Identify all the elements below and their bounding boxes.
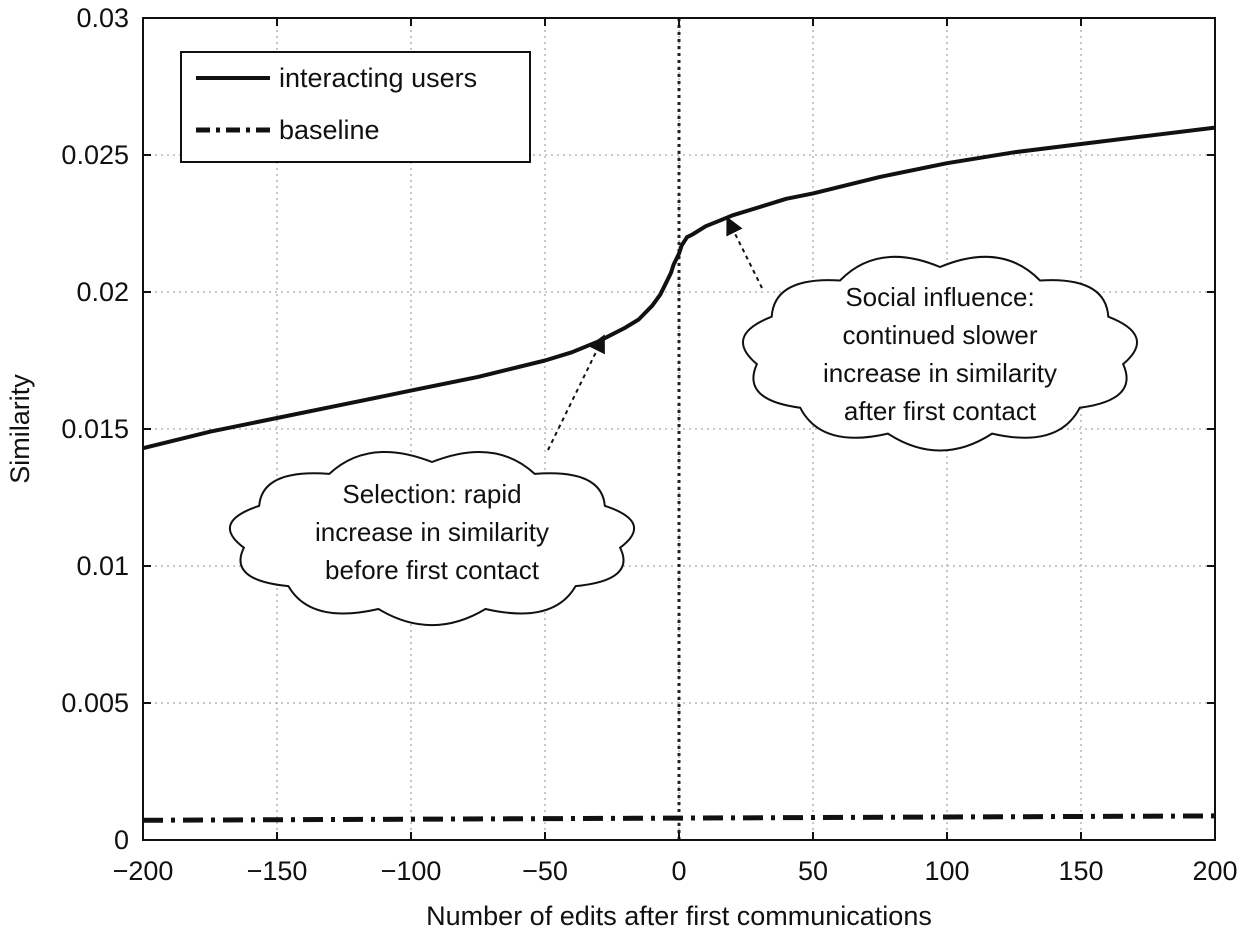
- annotation-text-line: after first contact: [844, 396, 1037, 426]
- y-tick-label: 0.01: [76, 551, 129, 581]
- x-tick-label: 0: [671, 856, 686, 886]
- x-tick-label: 150: [1058, 856, 1103, 886]
- annotation-arrow: [726, 216, 763, 289]
- x-tick-label: −150: [247, 856, 308, 886]
- annotation-text-line: increase in similarity: [315, 517, 549, 547]
- cloud-shape: [228, 451, 636, 626]
- series-line-interacting-users: [142, 125, 1216, 451]
- y-tick-label: 0.005: [61, 688, 129, 718]
- y-tick-label: 0: [114, 825, 129, 855]
- y-axis-title: Similarity: [5, 374, 35, 484]
- cloud-shape: [742, 255, 1138, 452]
- x-axis-title: Number of edits after first communicatio…: [426, 901, 932, 931]
- y-tick-label: 0.02: [76, 277, 129, 307]
- y-tick-label: 0.03: [76, 3, 129, 33]
- y-tick-label: 0.015: [61, 414, 129, 444]
- y-tick-label: 0.025: [61, 140, 129, 170]
- annotation-text-line: Social influence:: [845, 282, 1034, 312]
- x-tick-label: 200: [1192, 856, 1237, 886]
- series-line-baseline: [142, 813, 1216, 823]
- legend: interacting users baseline: [180, 51, 531, 163]
- annotation-arrow: [547, 334, 605, 451]
- legend-box: [180, 51, 531, 163]
- x-tick-label: −50: [522, 856, 568, 886]
- annotation-cloud: Social influence: continued slower increas…: [726, 216, 1138, 452]
- legend-label: interacting users: [279, 63, 477, 93]
- annotation-text-line: Selection: rapid: [342, 479, 521, 509]
- annotations: Selection: rapid increase in similarity be…: [228, 216, 1138, 626]
- x-tick-label: 100: [924, 856, 969, 886]
- annotation-text-line: continued slower: [842, 320, 1037, 350]
- legend-label: baseline: [279, 115, 380, 145]
- annotation-text-line: before first contact: [325, 555, 540, 585]
- x-tick-label: −200: [113, 856, 174, 886]
- x-tick-label: 50: [798, 856, 828, 886]
- annotation-cloud: Selection: rapid increase in similarity be…: [228, 334, 636, 626]
- annotation-text-line: increase in similarity: [823, 358, 1057, 388]
- x-tick-label: −100: [381, 856, 442, 886]
- axis-ticks: −200 −150 −100 −50 0 50 100 150 200 0 0.005 0.01 0.0…: [61, 3, 1237, 886]
- series-group: [142, 125, 1216, 823]
